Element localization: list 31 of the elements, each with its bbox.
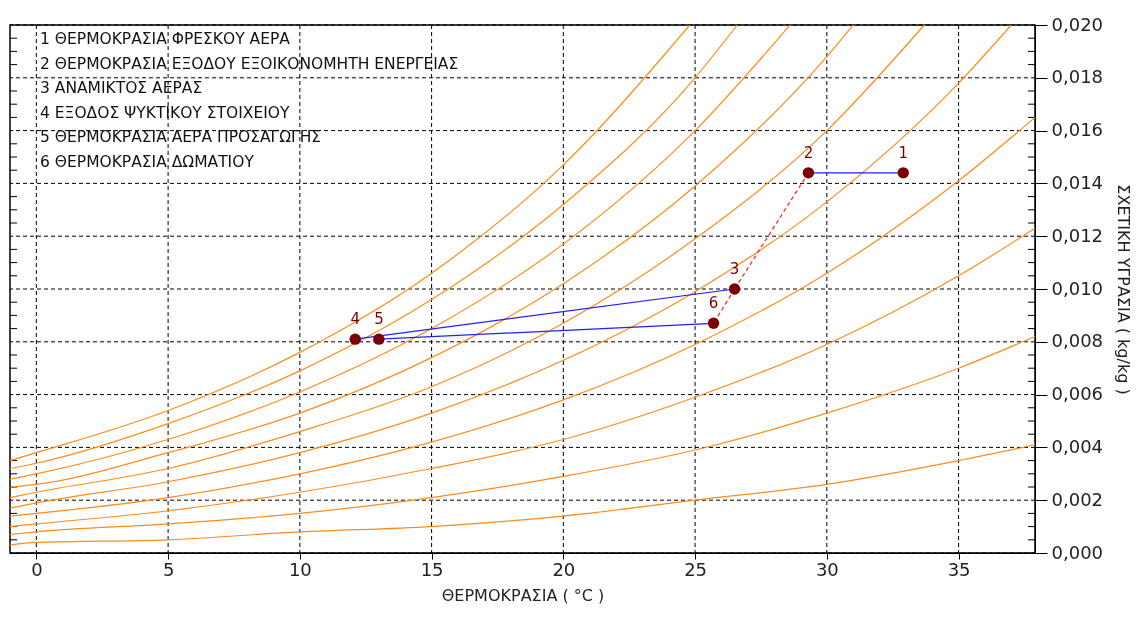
y-tick-label: 0,004 [1051,435,1104,457]
annotation: 5 [374,310,384,329]
x-tick-label: 15 [420,558,444,580]
y-tick-label: 0,020 [1051,13,1104,35]
annotation: 2 ΘΕΡΜΟΚΡΑΣΙΑ ΕΞΟΔΟΥ ΕΞΟΙΚΟΝΟΜΗΤΗ ΕΝΕΡΓΕΙΑΣ [40,54,459,73]
annotation: 6 ΘΕΡΜΟΚΡΑΣΙΑ ΔΩΜΑΤΙΟΥ [40,152,255,171]
y-tick-label: 0,000 [1051,541,1104,563]
x-axis-title: ΘΕΡΜΟΚΡΑΣΙΑ ( °C ) [441,585,605,605]
annotation: 4 ΕΞΟΔΟΣ ΨΥΚΤΙΚΟΥ ΣΤΟΙΧΕΙΟΥ [40,103,290,122]
annotation: 3 ΑΝΑΜΙΚΤΟΣ ΑΕΡΑΣ [40,79,203,97]
y-tick-label: 0,018 [1051,66,1104,88]
x-tick-label: 20 [552,558,576,580]
y-tick-label: 0,008 [1051,330,1104,352]
x-tick-label: 0 [31,558,43,580]
annotation: 1 ΘΕΡΜΟΚΡΑΣΙΑ ΦΡΕΣΚΟΥ ΑΕΡΑ [40,30,291,48]
x-tick-label: 25 [684,558,708,580]
y-axis-title: ΣΧΕΤΙΚΗ ΥΓΡΑΣΙΑ ( kg/kg ) [1114,184,1134,395]
annotation: 1 [898,143,909,162]
annotation: 6 [708,294,719,313]
y-tick-label: 0,002 [1051,488,1104,510]
y-tick-label: 0,006 [1051,383,1104,405]
y-tick-label: 0,014 [1051,171,1104,193]
x-tick-label: 30 [815,558,839,580]
y-tick-label: 0,016 [1051,119,1104,141]
annotation: 5 ΘΕΡΜΟΚΡΑΣΙΑ ΑΕΡΑ ΠΡΟΣΑΓΩΓΗΣ [40,128,322,146]
x-tick-label: 35 [947,558,971,580]
annotation: 2 [803,143,814,162]
y-tick-label: 0,010 [1051,277,1104,299]
y-tick-label: 0,012 [1051,224,1104,246]
x-tick-label: 5 [162,558,175,580]
x-tick-label: 10 [288,558,312,580]
